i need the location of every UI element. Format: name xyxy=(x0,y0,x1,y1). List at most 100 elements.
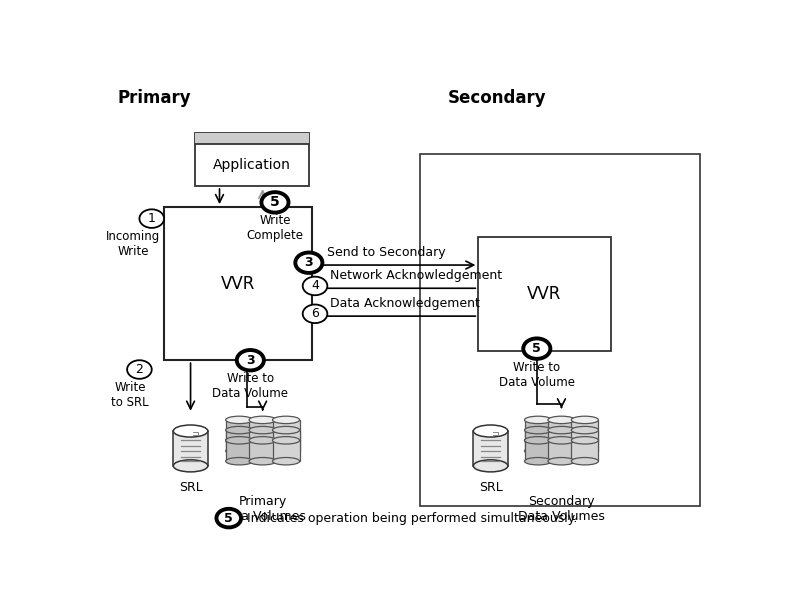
Ellipse shape xyxy=(525,437,552,444)
Text: SRL: SRL xyxy=(179,481,203,494)
Ellipse shape xyxy=(249,437,276,444)
Text: Send to Secondary: Send to Secondary xyxy=(328,245,446,259)
Text: 5: 5 xyxy=(270,195,280,209)
Ellipse shape xyxy=(525,426,552,434)
Text: SRL: SRL xyxy=(479,481,502,494)
Circle shape xyxy=(303,305,328,323)
Bar xyxy=(572,420,599,441)
Text: Write
Complete: Write Complete xyxy=(246,214,304,242)
Text: Application: Application xyxy=(213,158,291,172)
Text: VVR: VVR xyxy=(527,285,562,303)
Text: Primary
Data Volumes: Primary Data Volumes xyxy=(219,495,306,523)
Circle shape xyxy=(523,338,550,359)
Text: 2: 2 xyxy=(135,363,143,376)
Ellipse shape xyxy=(525,458,552,465)
Ellipse shape xyxy=(572,447,599,455)
Text: Primary: Primary xyxy=(118,89,192,107)
Circle shape xyxy=(139,209,164,228)
Text: VVR: VVR xyxy=(221,274,255,292)
Bar xyxy=(249,440,276,461)
Bar xyxy=(473,431,508,466)
Bar xyxy=(249,430,276,451)
Text: Data Acknowledgement: Data Acknowledgement xyxy=(331,297,480,309)
Ellipse shape xyxy=(572,458,599,465)
Ellipse shape xyxy=(548,416,575,424)
Bar xyxy=(572,440,599,461)
Text: 5: 5 xyxy=(533,342,541,355)
Ellipse shape xyxy=(273,426,300,434)
Bar xyxy=(273,430,300,451)
Ellipse shape xyxy=(226,437,253,444)
Bar xyxy=(226,420,253,441)
Circle shape xyxy=(262,192,289,213)
Text: Network Acknowledgement: Network Acknowledgement xyxy=(331,269,502,282)
Bar xyxy=(273,420,300,441)
Ellipse shape xyxy=(273,447,300,455)
Ellipse shape xyxy=(273,458,300,465)
Ellipse shape xyxy=(273,437,300,444)
Bar xyxy=(173,431,207,466)
Ellipse shape xyxy=(249,458,276,465)
Bar xyxy=(226,430,253,451)
Bar xyxy=(195,133,308,144)
Bar xyxy=(548,420,575,441)
Ellipse shape xyxy=(249,447,276,455)
Ellipse shape xyxy=(249,416,276,424)
Ellipse shape xyxy=(473,425,508,437)
Ellipse shape xyxy=(249,437,276,444)
Text: Write to
Data Volume: Write to Data Volume xyxy=(498,361,575,389)
Bar xyxy=(572,430,599,451)
Text: 3: 3 xyxy=(246,354,254,367)
Text: Write
to SRL: Write to SRL xyxy=(111,381,149,409)
Ellipse shape xyxy=(548,447,575,455)
Ellipse shape xyxy=(226,447,253,455)
Bar xyxy=(164,207,312,360)
Ellipse shape xyxy=(572,437,599,444)
Text: Secondary
Data Volumes: Secondary Data Volumes xyxy=(518,495,605,523)
Ellipse shape xyxy=(572,437,599,444)
Ellipse shape xyxy=(525,447,552,455)
Bar xyxy=(548,440,575,461)
Ellipse shape xyxy=(548,437,575,444)
Ellipse shape xyxy=(572,416,599,424)
Text: 6: 6 xyxy=(311,308,319,320)
Ellipse shape xyxy=(473,460,508,472)
Ellipse shape xyxy=(226,437,253,444)
Circle shape xyxy=(237,350,264,370)
Bar xyxy=(195,133,308,186)
Circle shape xyxy=(216,509,241,528)
Bar xyxy=(273,440,300,461)
Bar xyxy=(548,430,575,451)
Ellipse shape xyxy=(226,458,253,465)
Ellipse shape xyxy=(226,426,253,434)
Text: 5: 5 xyxy=(224,511,233,525)
Bar xyxy=(525,420,552,441)
Ellipse shape xyxy=(548,458,575,465)
Bar xyxy=(249,420,276,441)
Ellipse shape xyxy=(525,437,552,444)
Ellipse shape xyxy=(173,460,207,472)
Circle shape xyxy=(295,253,323,273)
Ellipse shape xyxy=(525,416,552,424)
Ellipse shape xyxy=(572,426,599,434)
Text: 4: 4 xyxy=(311,279,319,292)
Circle shape xyxy=(303,277,328,295)
Text: Secondary: Secondary xyxy=(448,89,546,107)
Ellipse shape xyxy=(249,426,276,434)
Ellipse shape xyxy=(226,416,253,424)
Text: 1: 1 xyxy=(148,212,156,225)
Bar xyxy=(525,430,552,451)
Bar xyxy=(226,440,253,461)
Ellipse shape xyxy=(273,416,300,424)
Text: Incoming
Write: Incoming Write xyxy=(107,230,161,258)
Bar xyxy=(420,154,700,507)
Text: Indicates operation being performed simultaneously.: Indicates operation being performed simu… xyxy=(247,511,578,525)
Bar xyxy=(479,237,611,351)
Bar xyxy=(525,440,552,461)
Circle shape xyxy=(127,360,152,379)
Ellipse shape xyxy=(173,425,207,437)
Ellipse shape xyxy=(548,437,575,444)
Text: 3: 3 xyxy=(304,256,313,269)
Ellipse shape xyxy=(273,437,300,444)
Text: Write to
Data Volume: Write to Data Volume xyxy=(212,372,289,400)
